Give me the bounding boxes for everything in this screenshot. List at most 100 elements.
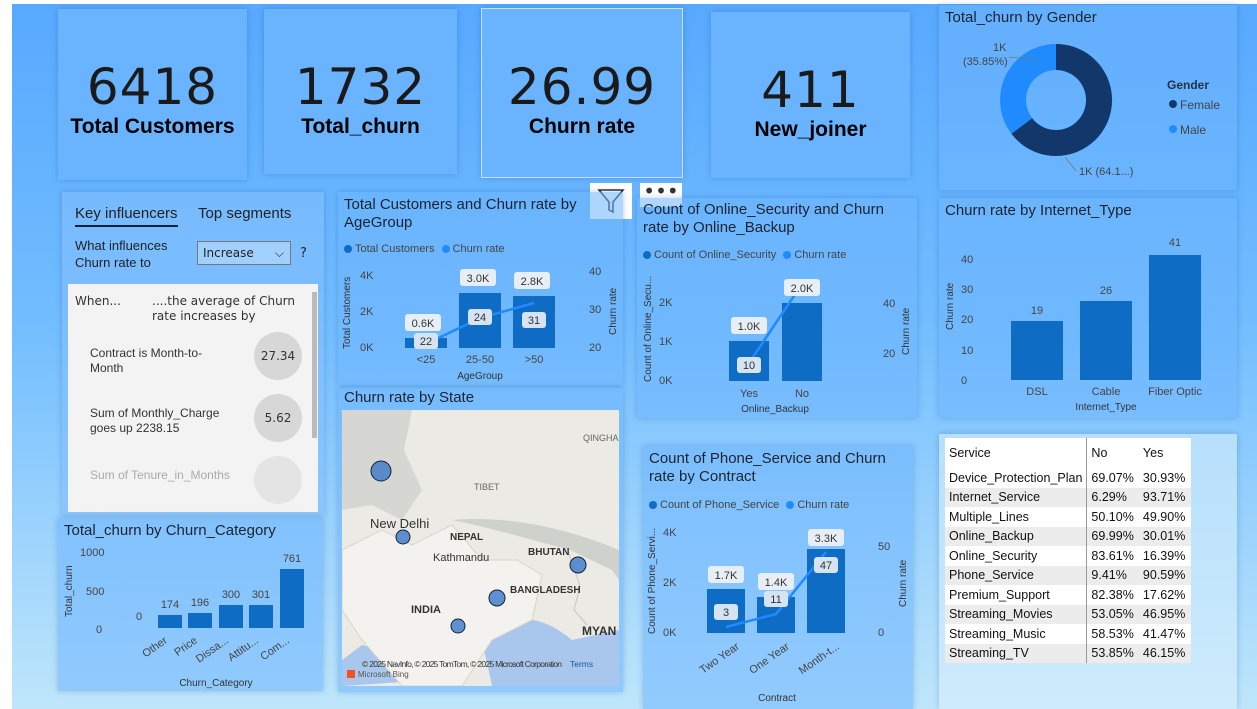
rate-line bbox=[747, 283, 804, 364]
bar-label: 26 bbox=[1100, 285, 1112, 297]
table-row[interactable]: Internet_Service 6.29% 93.71% bbox=[945, 487, 1191, 507]
help-icon[interactable]: ? bbox=[300, 246, 307, 261]
x-tick: <25 bbox=[417, 354, 436, 366]
x-tick: Dissa... bbox=[194, 635, 231, 666]
bar-label: 1.0K bbox=[738, 321, 761, 333]
age-group-chart: Total Customers and Churn rate by AgeGro… bbox=[338, 192, 623, 385]
chart-title: Churn rate by Internet_Type bbox=[945, 202, 1132, 219]
legend-b: Churn rate bbox=[794, 249, 847, 261]
y-tick: 1000 bbox=[80, 547, 104, 559]
influencer-bubble[interactable]: 27.34 bbox=[254, 332, 302, 380]
kpi-new-joiner[interactable]: 411 New_joiner bbox=[711, 12, 910, 178]
tick-right: 0 bbox=[878, 627, 884, 639]
tick-left: 1K bbox=[659, 336, 673, 348]
no-value-cell: 69.07% bbox=[1091, 470, 1134, 485]
col-when: When... bbox=[75, 294, 121, 308]
tick-right: 50 bbox=[878, 541, 890, 553]
influencer-item[interactable]: Sum of Monthly_Charge goes up 2238.15 bbox=[90, 406, 220, 435]
kpi-churn-rate[interactable]: 26.99 Churn rate bbox=[481, 8, 683, 178]
chart-title: Count of Phone_Service and Churn rate by… bbox=[649, 450, 886, 485]
table-row[interactable]: Device_Protection_Plan 69.07% 30.93% bbox=[945, 468, 1191, 488]
tick-right: 20 bbox=[589, 342, 601, 354]
x-label: AgeGroup bbox=[457, 371, 503, 382]
map-label: NEPAL bbox=[450, 532, 483, 543]
x-tick: DSL bbox=[1026, 386, 1047, 398]
column-header[interactable]: No bbox=[1091, 446, 1108, 460]
no-value-cell: 53.05% bbox=[1086, 604, 1139, 624]
service-name-cell: Streaming_TV bbox=[945, 643, 1088, 663]
donut-svg: 1K (35.85%) 1K (64.1...) Gender Female M… bbox=[963, 42, 1220, 178]
x-tick: Cable bbox=[1092, 386, 1121, 398]
yes-value-cell: 46.95% bbox=[1138, 604, 1191, 624]
donut-slice-female bbox=[1011, 43, 1113, 156]
yes-value-cell: 49.90% bbox=[1142, 509, 1186, 524]
influencer-bubble[interactable]: 5.62 bbox=[254, 394, 302, 442]
table-row[interactable]: Multiple_Lines 50.10% 49.90% bbox=[945, 507, 1191, 527]
column-header[interactable]: Service bbox=[945, 438, 1088, 468]
service-name-cell: Streaming_Music bbox=[945, 624, 1088, 644]
x-tick: Two Year bbox=[698, 640, 742, 676]
x-tick: 25-50 bbox=[466, 354, 494, 366]
influencer-item[interactable]: Sum of Tenure_in_Months bbox=[90, 468, 230, 482]
y-tick: 0 bbox=[96, 624, 102, 636]
x-tick: Yes bbox=[740, 388, 758, 400]
churn-category-chart: Total_churn by Churn_Category Total_chur… bbox=[58, 518, 323, 691]
table-row[interactable]: Streaming_Music 58.53% 41.47% bbox=[945, 624, 1191, 644]
increase-dropdown[interactable]: Increase ⌵ bbox=[197, 241, 291, 265]
tick-left: 0K bbox=[360, 342, 374, 354]
combo-svg: Total Customers Churn rate 0K 2K 4K 20 3… bbox=[342, 266, 619, 382]
kpi-total-churn[interactable]: 1732 Total_churn bbox=[264, 9, 457, 174]
no-value-cell: 83.61% bbox=[1091, 548, 1134, 563]
legend-dot bbox=[786, 501, 795, 509]
bar-label: 2.8K bbox=[521, 276, 544, 288]
map-svg[interactable]: QINGHA TIBET New Delhi NEPAL Kathmandu B… bbox=[342, 410, 619, 686]
no-value-cell: 9.41% bbox=[1086, 565, 1139, 585]
internet-type-chart: Churn rate by Internet_Type Churn rate 0… bbox=[939, 198, 1237, 418]
table-row[interactable]: Online_Security 83.61% 16.39% bbox=[945, 546, 1191, 566]
table-row[interactable]: Online_Backup 69.99% 30.01% bbox=[945, 526, 1191, 546]
zero-label: 0 bbox=[136, 611, 142, 623]
yes-value-cell: 30.01% bbox=[1138, 526, 1191, 546]
tick-left: 0K bbox=[659, 375, 673, 387]
tab-key-influencers[interactable]: Key influencers bbox=[75, 205, 178, 227]
bar-label: 19 bbox=[1031, 305, 1043, 317]
legend-b: Churn rate bbox=[452, 243, 505, 255]
bar-label: 761 bbox=[283, 553, 301, 565]
influencer-item[interactable]: Contract is Month-to-Month bbox=[90, 346, 203, 375]
x-tick: One Year bbox=[747, 640, 792, 676]
influencer-bubble[interactable] bbox=[254, 456, 302, 504]
x-label: Churn_Category bbox=[179, 678, 252, 689]
table-row[interactable]: Premium_Support 82.38% 17.62% bbox=[945, 585, 1191, 605]
y-label: Total_churn bbox=[64, 565, 75, 617]
y-tick: 30 bbox=[961, 284, 973, 296]
rate-label: 11 bbox=[770, 594, 781, 606]
scrollbar[interactable] bbox=[312, 292, 317, 438]
column-header[interactable]: Yes bbox=[1142, 446, 1164, 460]
tab-top-segments[interactable]: Top segments bbox=[198, 205, 292, 222]
rate-label: 31 bbox=[528, 315, 540, 327]
service-name-cell: Multiple_Lines bbox=[945, 507, 1088, 527]
legend-a: Total Customers bbox=[355, 243, 435, 255]
tick-right: 40 bbox=[883, 298, 895, 310]
legend-male: Male bbox=[1180, 123, 1206, 137]
bar bbox=[280, 569, 304, 628]
yes-value-cell: 93.71% bbox=[1138, 487, 1191, 507]
bing-logo-icon bbox=[347, 670, 355, 678]
table-row[interactable]: Phone_Service 9.41% 90.59% bbox=[945, 565, 1191, 585]
donut-slice-male bbox=[1000, 44, 1056, 134]
no-value-cell: 82.38% bbox=[1091, 587, 1134, 602]
tick-left: 4K bbox=[360, 270, 374, 282]
kpi-label: Total_churn bbox=[301, 115, 420, 138]
rate-label: 3 bbox=[723, 607, 729, 619]
table-row[interactable]: Streaming_Movies 53.05% 46.95% bbox=[945, 604, 1191, 624]
tick-left: 2K bbox=[360, 306, 374, 318]
male-value-label: 1K bbox=[993, 42, 1007, 54]
chevron-down-icon: ⌵ bbox=[274, 246, 284, 260]
tick-right: 20 bbox=[883, 348, 895, 360]
legend-title: Gender bbox=[1167, 78, 1209, 92]
y-left-label: Total Customers bbox=[342, 277, 353, 349]
kpi-total-customers[interactable]: 6418 Total Customers bbox=[58, 9, 247, 180]
kpi-value: 1732 bbox=[294, 58, 427, 116]
legend-dot bbox=[441, 245, 450, 253]
table-row[interactable]: Streaming_TV 53.85% 46.15% bbox=[945, 643, 1191, 663]
